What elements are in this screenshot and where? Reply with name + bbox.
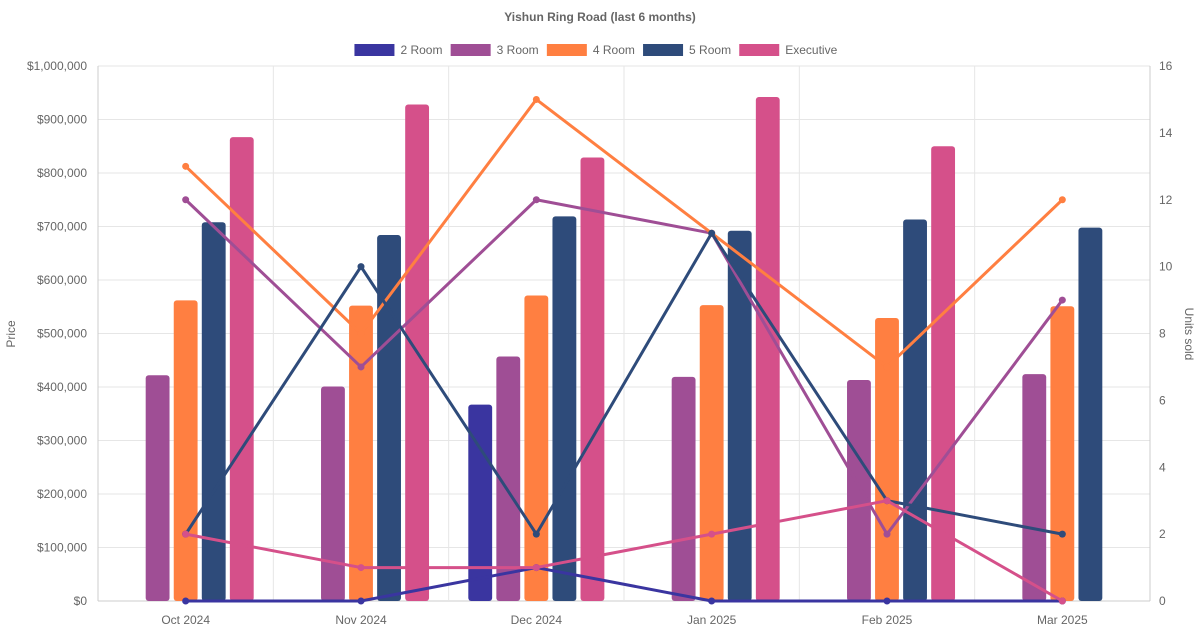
bar xyxy=(671,376,696,601)
y2-tick-label: 14 xyxy=(1159,126,1173,140)
data-point xyxy=(182,162,190,170)
data-point xyxy=(883,597,891,605)
data-point xyxy=(1058,296,1066,304)
y-tick-label: $400,000 xyxy=(37,380,87,394)
data-point xyxy=(1058,530,1066,538)
data-point xyxy=(883,363,891,371)
x-tick-label: Mar 2025 xyxy=(1037,613,1088,627)
x-tick-label: Nov 2024 xyxy=(335,613,387,627)
data-point xyxy=(357,263,365,271)
bar xyxy=(201,222,226,601)
x-tick-label: Feb 2025 xyxy=(862,613,913,627)
y-axis-right: 0 2 4 6 8 10 12 14 16 xyxy=(1159,59,1173,608)
y-tick-label: $800,000 xyxy=(37,166,87,180)
y-tick-label: $900,000 xyxy=(37,113,87,127)
data-point xyxy=(1058,597,1066,605)
y-axis-left: $0 $100,000 $200,000 $300,000 $400,000 $500,0… xyxy=(27,59,87,608)
legend-swatch xyxy=(546,44,587,56)
y-axis-title: Price xyxy=(4,320,18,348)
data-point xyxy=(532,95,540,103)
data-point xyxy=(357,564,365,572)
y2-tick-label: 6 xyxy=(1159,393,1166,407)
y2-tick-label: 12 xyxy=(1159,193,1173,207)
legend-label: 4 Room xyxy=(593,43,635,57)
bar xyxy=(903,219,927,602)
y2-tick-label: 4 xyxy=(1159,460,1166,474)
data-point xyxy=(532,196,540,204)
bar xyxy=(847,380,871,601)
data-point xyxy=(532,530,540,538)
y2-tick-label: 10 xyxy=(1159,260,1173,274)
legend-label: Executive xyxy=(785,43,837,57)
y2-tick-label: 0 xyxy=(1159,594,1166,608)
bar xyxy=(496,356,521,601)
data-point xyxy=(708,597,716,605)
y-tick-label: $600,000 xyxy=(37,273,87,287)
grid xyxy=(97,65,1151,602)
lines xyxy=(182,95,1066,605)
x-axis: Oct 2024 Nov 2024 Dec 2024 Jan 2025 Feb 2025… xyxy=(161,613,1088,627)
bar xyxy=(1050,306,1075,601)
series-line xyxy=(184,97,1064,369)
data-point xyxy=(182,196,190,204)
bar xyxy=(755,97,780,601)
bar xyxy=(1078,227,1103,601)
bar xyxy=(145,375,170,601)
legend-swatch xyxy=(739,44,780,56)
data-point xyxy=(182,530,190,538)
y-tick-label: $500,000 xyxy=(37,327,87,341)
y2-axis-title: Units sold xyxy=(1182,308,1196,361)
legend-label: 3 Room xyxy=(497,43,539,57)
series-line xyxy=(185,566,1063,603)
bar xyxy=(468,404,493,601)
data-point xyxy=(357,330,365,337)
y-tick-label: $700,000 xyxy=(37,220,87,234)
bar xyxy=(229,137,254,601)
data-point xyxy=(357,597,365,605)
bar xyxy=(875,317,899,601)
bar xyxy=(931,146,956,601)
data-point xyxy=(883,497,891,505)
legend-label: 2 Room xyxy=(400,43,442,57)
bar xyxy=(349,305,373,601)
y2-tick-label: 2 xyxy=(1159,527,1166,541)
series-line xyxy=(185,499,1064,603)
y2-tick-label: 16 xyxy=(1159,59,1173,73)
legend-swatch xyxy=(354,44,395,56)
bar xyxy=(699,305,724,601)
y-tick-label: $0 xyxy=(74,594,88,608)
data-point xyxy=(357,363,365,371)
bar xyxy=(1022,374,1047,601)
legend: 2 Room 3 Room 4 Room 5 Room Executive xyxy=(354,43,838,57)
bar xyxy=(377,235,401,601)
y-tick-label: $200,000 xyxy=(37,487,87,501)
bar xyxy=(552,216,577,601)
series-line xyxy=(184,198,1064,536)
data-point xyxy=(883,530,891,538)
data-point xyxy=(182,597,190,605)
y2-tick-label: 8 xyxy=(1159,327,1166,341)
bars xyxy=(145,97,1103,602)
data-point xyxy=(708,229,716,237)
y-tick-label: $300,000 xyxy=(37,434,87,448)
y-tick-label: $1,000,000 xyxy=(27,59,87,73)
bar xyxy=(524,295,549,601)
data-point xyxy=(708,530,716,538)
bar xyxy=(321,386,345,601)
legend-swatch xyxy=(643,44,684,56)
data-point xyxy=(532,564,540,572)
series-line xyxy=(184,231,1063,536)
data-point xyxy=(1058,196,1066,204)
bar xyxy=(580,157,605,602)
bar xyxy=(173,300,198,601)
x-tick-label: Jan 2025 xyxy=(687,613,737,627)
y-tick-label: $100,000 xyxy=(37,541,87,555)
x-tick-label: Dec 2024 xyxy=(511,613,563,627)
bar xyxy=(727,230,752,601)
x-tick-label: Oct 2024 xyxy=(161,613,210,627)
chart-title: Yishun Ring Road (last 6 months) xyxy=(504,10,696,24)
legend-swatch xyxy=(450,44,491,56)
legend-label: 5 Room xyxy=(689,43,731,57)
